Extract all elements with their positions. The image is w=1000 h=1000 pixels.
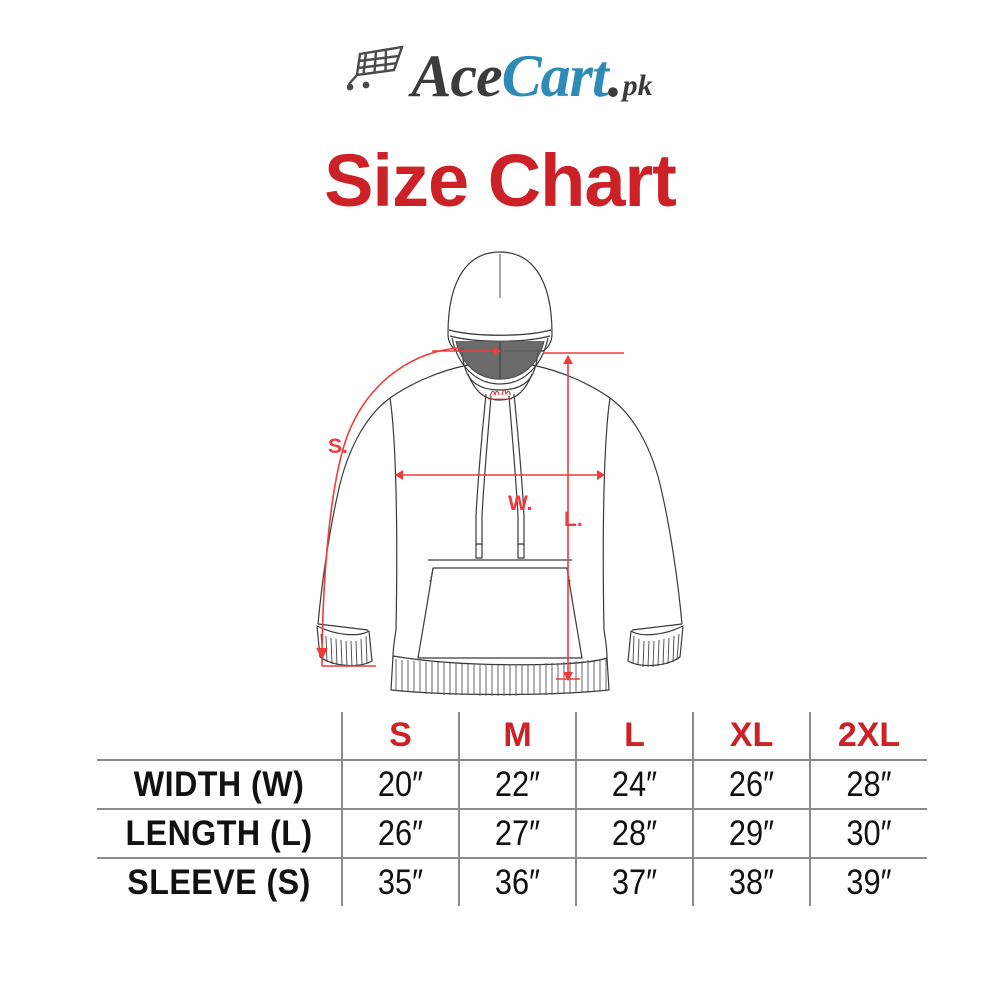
- page-title: Size Chart: [324, 139, 677, 222]
- width-s: 20″: [348, 760, 452, 810]
- table-row-width: WIDTH (W) 20″ 22″ 24″ 26″ 28″: [97, 760, 927, 810]
- brand-logo: AceCart.pk: [0, 42, 1000, 112]
- brand-tld: pk: [622, 68, 653, 102]
- width-xl: 26″: [699, 760, 803, 810]
- length-m: 27″: [465, 809, 569, 859]
- brand-text-cart: Cart: [501, 43, 609, 109]
- shopping-cart-icon: [346, 43, 409, 96]
- row-label-sleeve: SLEEVE (S): [127, 862, 311, 902]
- measure-lines: [316, 347, 624, 681]
- label-length: L.: [564, 508, 583, 531]
- length-xl: 29″: [699, 809, 803, 859]
- label-sleeve: S.: [328, 435, 348, 458]
- header-cell-2xl: 2XL: [809, 712, 927, 761]
- table-row-sleeve: SLEEVE (S) 35″ 36″ 37″ 38″ 39″: [97, 858, 927, 906]
- table-row-length: LENGTH (L) 26″ 27″ 28″ 29″ 30″: [97, 809, 927, 859]
- length-2xl: 30″: [816, 809, 920, 859]
- row-label-length: LENGTH (L): [106, 809, 333, 859]
- row-label-width: WIDTH (W): [106, 760, 333, 810]
- label-width: W.: [508, 492, 533, 515]
- header-cell-m: M: [458, 712, 576, 761]
- header-cell-blank: [97, 712, 342, 761]
- sleeve-m: 36″: [465, 858, 569, 906]
- length-s: 26″: [348, 809, 452, 859]
- collar-brand-mark: [488, 389, 512, 400]
- length-l: 28″: [582, 809, 686, 859]
- header-cell-xl: XL: [692, 712, 810, 761]
- sleeve-2xl: 39″: [816, 858, 920, 906]
- brand-text-ace: Ace: [411, 43, 502, 109]
- brand-dot: .: [607, 43, 623, 109]
- width-l: 24″: [582, 760, 686, 810]
- table-header-row: S M L XL 2XL: [97, 712, 927, 761]
- sleeve-xl: 38″: [699, 858, 803, 906]
- sleeve-l: 37″: [582, 858, 686, 906]
- header-cell-s: S: [341, 712, 459, 761]
- width-m: 22″: [465, 760, 569, 810]
- sleeve-s: 35″: [348, 858, 452, 906]
- header-cell-l: L: [575, 712, 693, 761]
- hoodie-illustration: S. W. L.: [200, 238, 800, 708]
- width-2xl: 28″: [816, 760, 920, 810]
- size-chart-table: S M L XL 2XL WIDTH (W) 20″ 22″ 24″ 26″ 2…: [97, 712, 927, 906]
